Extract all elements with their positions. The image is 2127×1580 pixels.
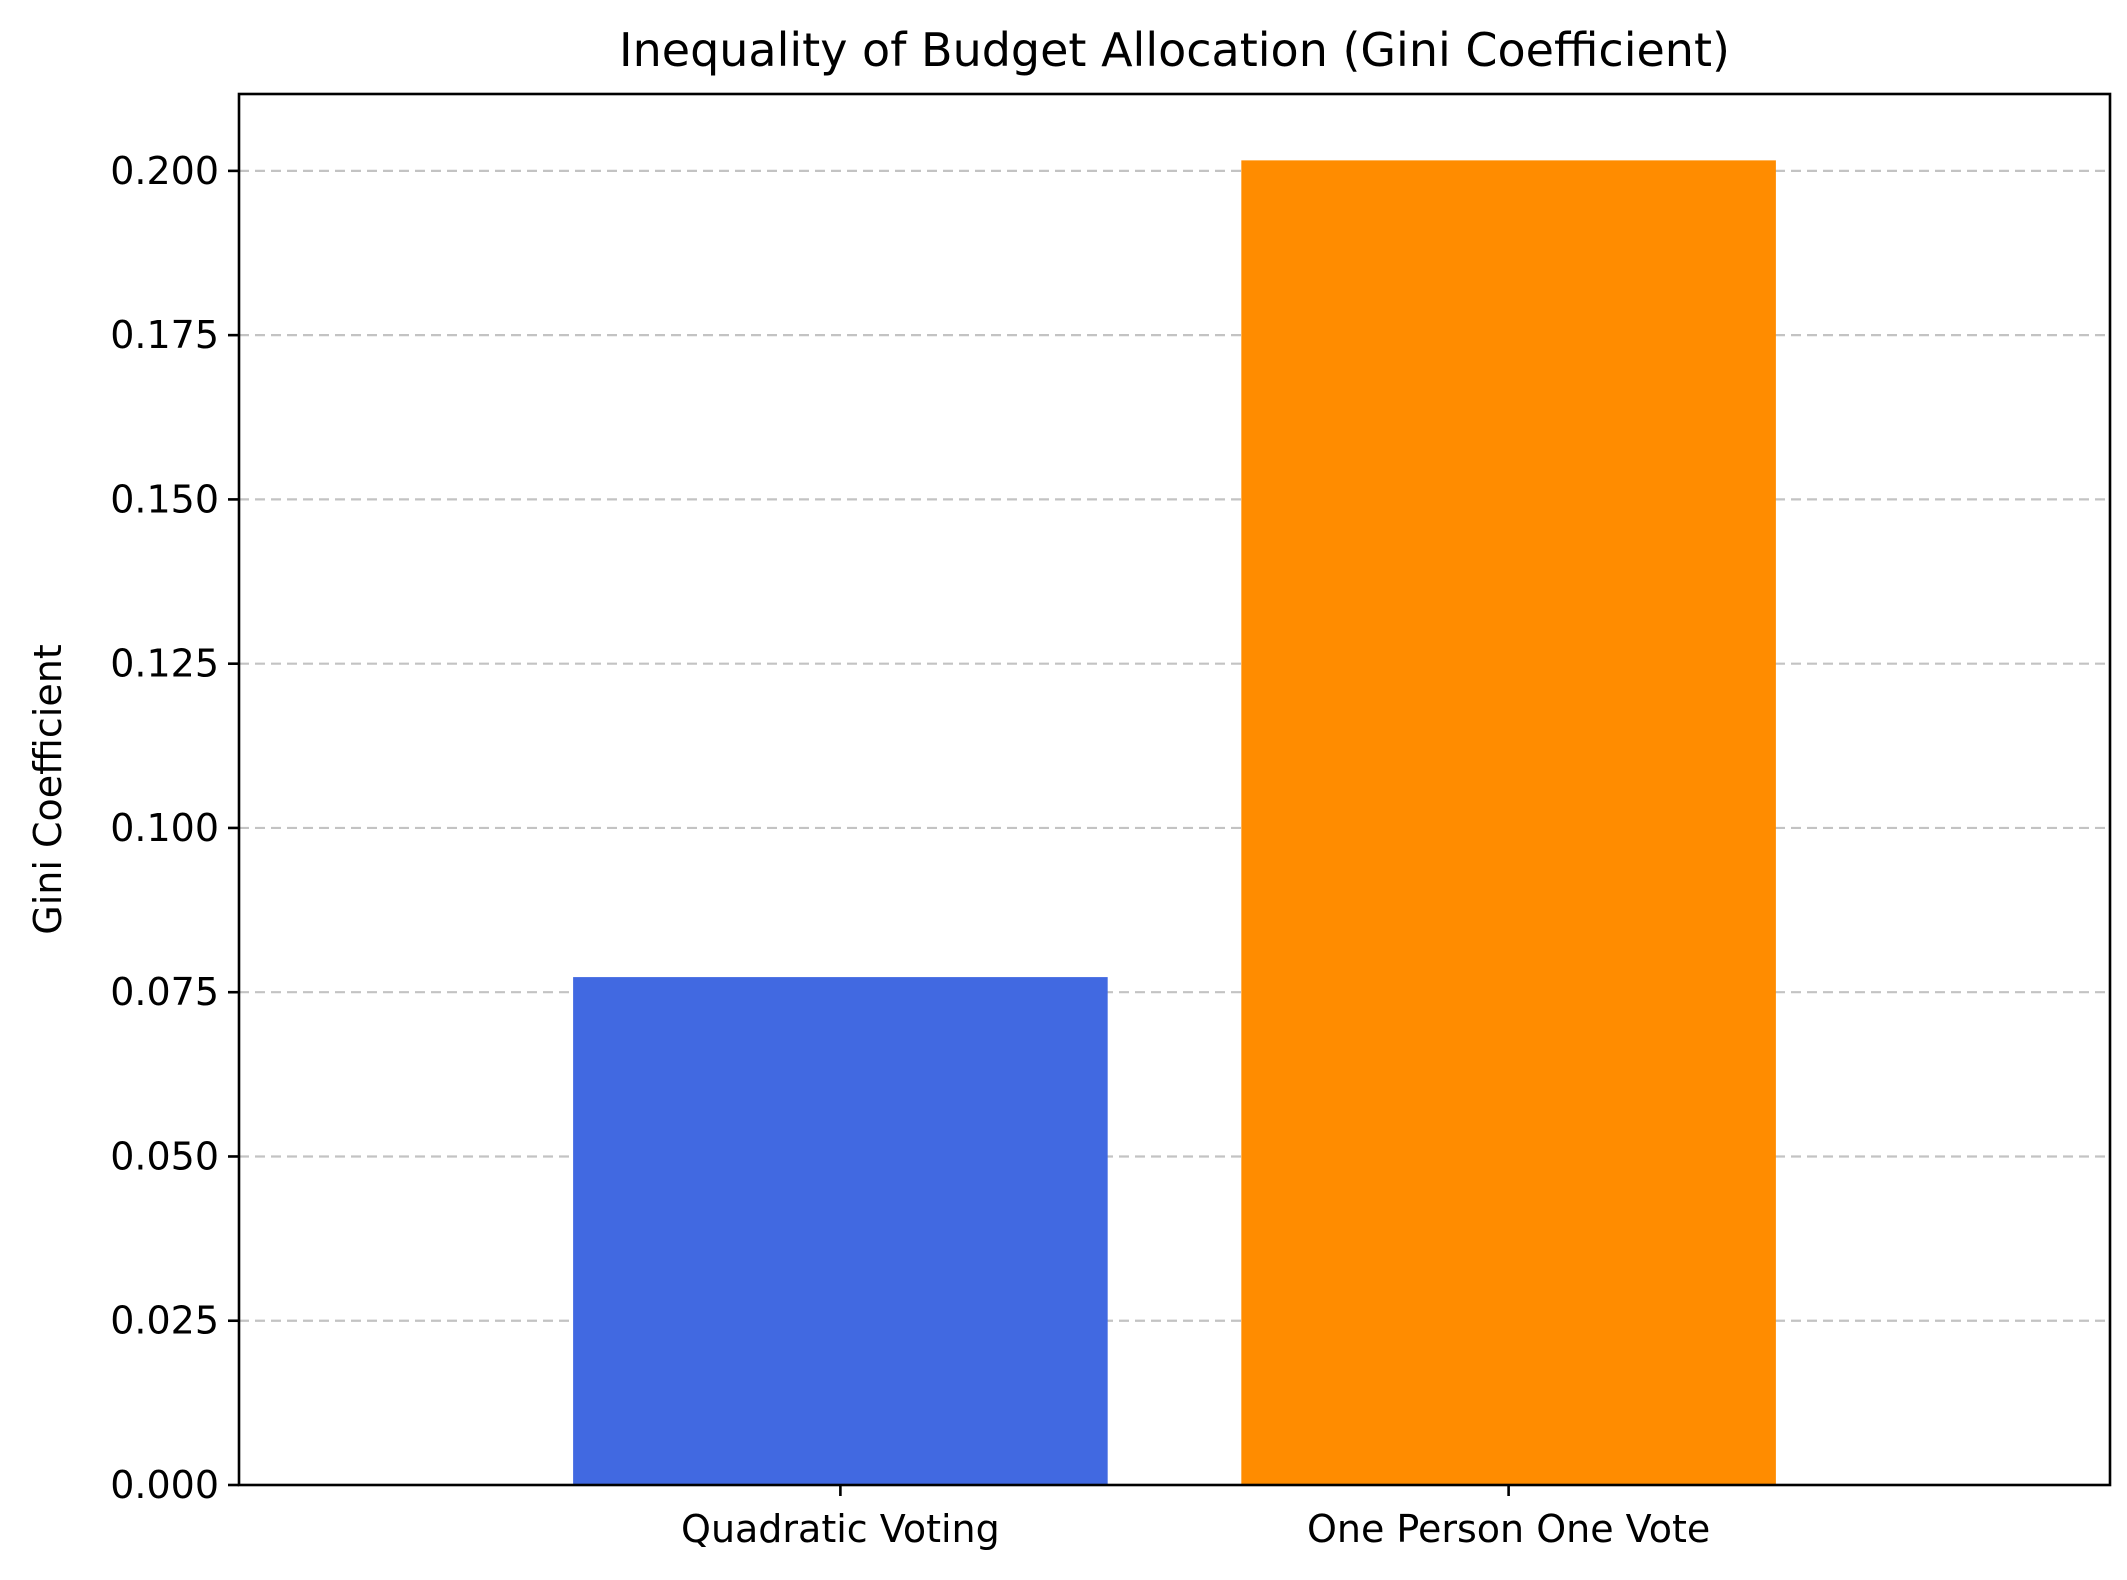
y-axis-label: Gini Coefficient: [26, 644, 70, 934]
bar-one-person-one-vote: [1241, 160, 1776, 1485]
plot-frame: [237, 92, 2112, 1487]
y-axis-ticks: 0.000 0.025 0.050 0.075 0.100 0.125 0.150 0.175…: [110, 149, 239, 1507]
y-tick-label: 0.200: [110, 149, 219, 193]
x-tick-label: Quadratic Voting: [681, 1507, 1000, 1551]
gridlines: [239, 169, 2110, 1322]
x-tick-label: One Person One Vote: [1307, 1507, 1710, 1551]
y-tick-label: 0.050: [110, 1134, 219, 1178]
chart-title: Inequality of Budget Allocation (Gini Co…: [619, 23, 1730, 77]
y-tick-label: 0.100: [110, 806, 219, 850]
y-tick-label: 0.125: [110, 642, 219, 686]
y-tick-label: 0.075: [110, 970, 219, 1014]
y-tick-label: 0.025: [110, 1299, 219, 1343]
y-tick-label: 0.175: [110, 313, 219, 357]
y-tick-label: 0.000: [110, 1463, 219, 1507]
x-axis-ticks: Quadratic Voting One Person One Vote: [681, 1485, 1710, 1551]
bar-quadratic-voting: [573, 977, 1108, 1485]
bars: [573, 160, 1776, 1485]
y-tick-label: 0.150: [110, 477, 219, 521]
